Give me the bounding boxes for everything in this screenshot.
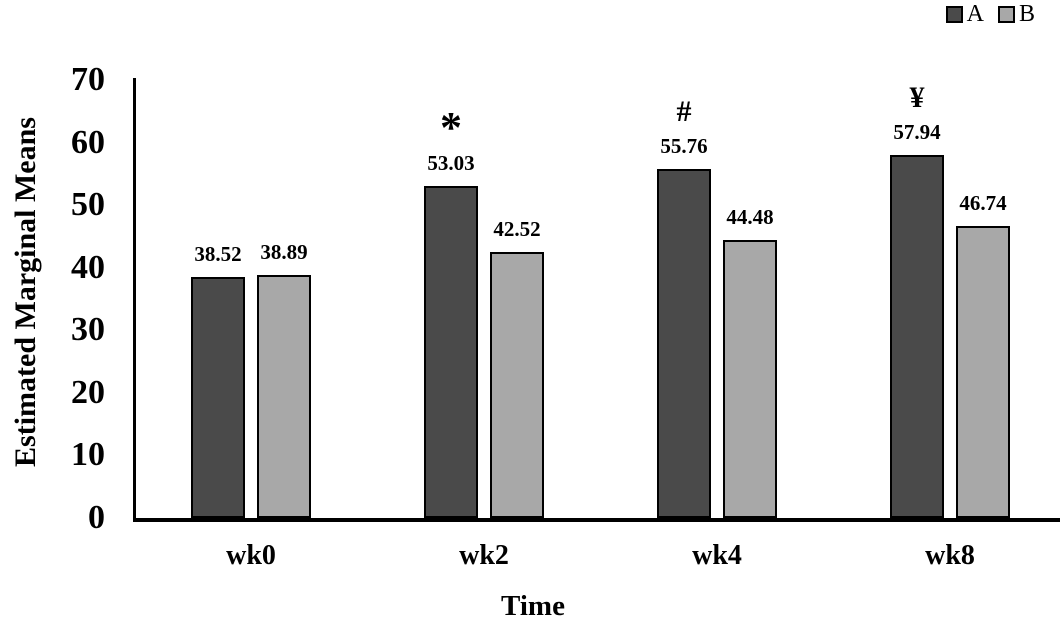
y-tick-label-30: 30: [71, 311, 105, 349]
bar-value-label-B-wk2: 42.52: [493, 217, 541, 241]
bar-value-label-A-wk2: 53.03: [427, 151, 475, 175]
bar-value-label-B-wk4: 44.48: [726, 205, 774, 229]
x-tick-label-wk4: wk4: [692, 540, 742, 571]
x-axis-title: Time: [501, 590, 565, 622]
bar-value-label-A-wk8: 57.94: [893, 120, 941, 144]
y-tick-label-20: 20: [71, 373, 105, 411]
y-axis-title: Estimated Marginal Means: [9, 117, 42, 467]
x-tick-label-wk2: wk2: [459, 540, 509, 571]
legend-label-a: A: [966, 1, 984, 27]
y-tick-label-10: 10: [71, 436, 105, 474]
legend-label-b: B: [1018, 1, 1035, 27]
bar-A-wk8: [890, 155, 944, 518]
bar-B-wk4: [723, 240, 777, 518]
significance-marker-wk8: ¥: [909, 81, 925, 114]
x-tick-label-wk8: wk8: [925, 540, 975, 571]
y-tick-label-60: 60: [71, 123, 105, 161]
y-tick-label-40: 40: [71, 248, 105, 286]
bar-value-label-B-wk8: 46.74: [959, 191, 1007, 215]
y-tick-label-50: 50: [71, 186, 105, 224]
legend-item-b: B: [997, 1, 1035, 27]
y-axis-line: [133, 78, 136, 521]
bar-B-wk0: [257, 275, 311, 518]
bar-value-label-A-wk4: 55.76: [660, 134, 708, 158]
bar-B-wk2: [490, 252, 544, 518]
y-tick-label-0: 0: [88, 499, 105, 536]
legend-marker-b: [997, 5, 1015, 23]
bar-value-label-B-wk0: 38.89: [260, 240, 308, 264]
significance-marker-wk2: *: [440, 103, 462, 152]
legend-item-a: A: [945, 1, 984, 27]
bar-A-wk0: [191, 277, 245, 518]
bar-B-wk8: [956, 226, 1010, 518]
legend: A B: [945, 1, 1035, 27]
significance-marker-wk4: #: [676, 95, 692, 128]
bar-A-wk4: [657, 169, 711, 518]
bar-A-wk2: [424, 186, 478, 518]
legend-marker-a: [945, 5, 963, 23]
y-tick-label-70: 70: [71, 61, 105, 98]
bar-value-label-A-wk0: 38.52: [194, 242, 242, 266]
x-axis-line: [133, 518, 1060, 522]
x-tick-label-wk0: wk0: [226, 540, 276, 571]
